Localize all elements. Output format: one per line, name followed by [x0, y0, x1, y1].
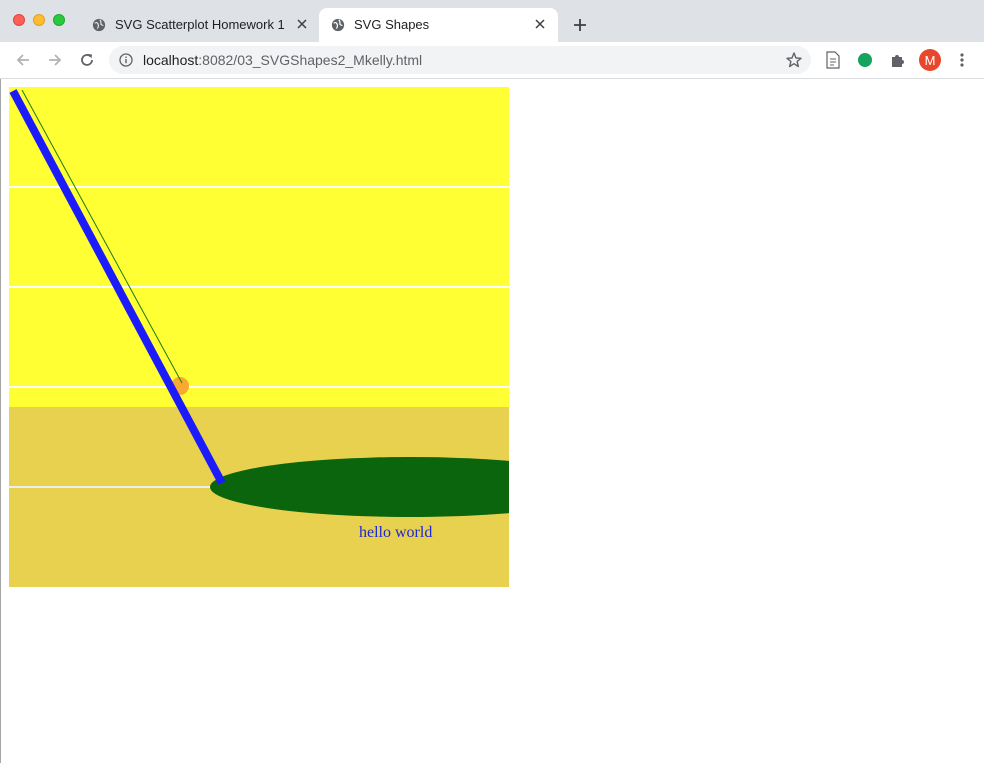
viewport-edge — [0, 79, 1, 763]
url-host: localhost — [143, 52, 199, 68]
svg-shapes-canvas: hello world — [9, 79, 520, 599]
menu-button[interactable] — [952, 50, 972, 70]
profile-avatar[interactable]: M — [919, 49, 941, 71]
window-maximize-button[interactable] — [53, 14, 65, 26]
url-path: :8082/03_SVGShapes2_Mkelly.html — [198, 52, 423, 68]
globe-icon — [92, 18, 106, 32]
close-icon[interactable] — [294, 16, 310, 32]
hello-world-text: hello world — [359, 524, 432, 541]
address-bar[interactable]: localhost:8082/03_SVGShapes2_Mkelly.html — [109, 46, 811, 74]
window-close-button[interactable] — [13, 14, 25, 26]
document-extension-button[interactable] — [823, 50, 843, 70]
tab-strip: SVG Scatterplot Homework 1 SVG Shapes — [0, 0, 984, 42]
arrow-right-icon — [49, 54, 62, 66]
back-button[interactable] — [13, 50, 33, 70]
extensions-button[interactable] — [887, 50, 907, 70]
puzzle-icon — [892, 55, 904, 67]
leaf-icon — [858, 53, 872, 67]
more-vertical-icon — [960, 53, 964, 67]
thin-line — [21, 89, 183, 384]
plus-icon — [574, 19, 586, 31]
arrow-left-icon — [16, 54, 29, 66]
document-icon — [826, 51, 840, 69]
browser-toolbar: localhost:8082/03_SVGShapes2_Mkelly.html… — [0, 42, 984, 79]
reload-icon — [81, 54, 93, 66]
window-minimize-button[interactable] — [33, 14, 45, 26]
sky-rect — [9, 87, 509, 407]
tab-svg-scatterplot-homework[interactable]: SVG Scatterplot Homework 1 — [80, 8, 320, 42]
page-viewport: hello world — [0, 79, 984, 763]
tab-svg-shapes[interactable]: SVG Shapes — [319, 8, 558, 42]
bookmark-star-icon[interactable] — [785, 51, 803, 69]
url-text: localhost:8082/03_SVGShapes2_Mkelly.html — [143, 52, 422, 68]
close-icon[interactable] — [532, 16, 548, 32]
thick-blue-line — [9, 89, 226, 485]
green-ellipse — [210, 457, 520, 517]
tab-title: SVG Scatterplot Homework 1 — [115, 17, 285, 32]
grammarly-extension-button[interactable] — [855, 50, 875, 70]
globe-icon — [331, 18, 345, 32]
tab-title: SVG Shapes — [354, 17, 430, 32]
reload-button[interactable] — [77, 50, 97, 70]
info-icon[interactable] — [119, 53, 133, 67]
new-tab-button[interactable] — [569, 14, 591, 36]
forward-button[interactable] — [45, 50, 65, 70]
canvas-right-mask — [509, 79, 520, 599]
